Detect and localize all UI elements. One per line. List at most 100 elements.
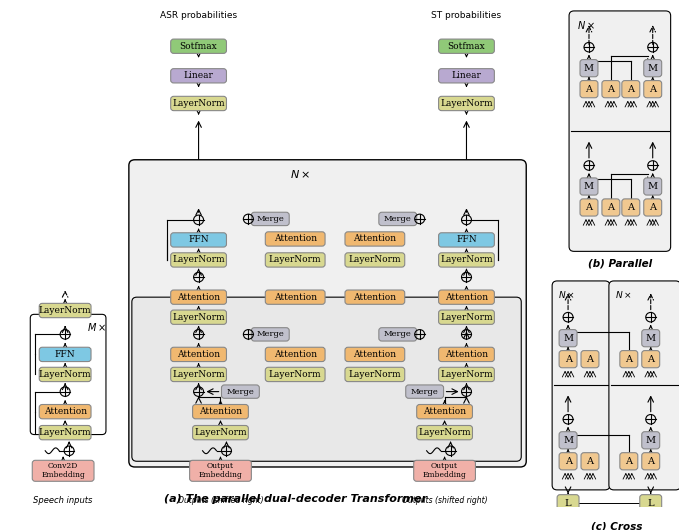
Text: Merge: Merge: [256, 215, 284, 223]
Text: Attention: Attention: [177, 293, 220, 302]
FancyBboxPatch shape: [265, 290, 325, 304]
Text: $N\times$: $N\times$: [615, 288, 632, 299]
FancyBboxPatch shape: [417, 426, 473, 440]
FancyBboxPatch shape: [39, 367, 91, 382]
Text: $N\times$: $N\times$: [577, 19, 595, 31]
FancyBboxPatch shape: [345, 367, 405, 382]
FancyBboxPatch shape: [132, 297, 522, 461]
FancyBboxPatch shape: [171, 39, 226, 54]
Text: LayerNorm: LayerNorm: [349, 255, 401, 264]
FancyBboxPatch shape: [642, 453, 660, 470]
Text: Attention: Attention: [423, 407, 466, 416]
FancyBboxPatch shape: [265, 232, 325, 246]
Text: Attention: Attention: [44, 407, 86, 416]
Text: Merge: Merge: [384, 330, 411, 338]
Text: Attention: Attention: [354, 293, 396, 302]
FancyBboxPatch shape: [171, 69, 226, 83]
FancyBboxPatch shape: [345, 290, 405, 304]
FancyBboxPatch shape: [602, 81, 620, 98]
FancyBboxPatch shape: [581, 453, 599, 470]
FancyBboxPatch shape: [345, 347, 405, 361]
Text: LayerNorm: LayerNorm: [269, 255, 322, 264]
Text: LayerNorm: LayerNorm: [349, 370, 401, 379]
FancyBboxPatch shape: [439, 39, 494, 54]
FancyBboxPatch shape: [345, 232, 405, 246]
FancyBboxPatch shape: [581, 350, 599, 368]
Text: ASR probabilities: ASR probabilities: [160, 11, 237, 20]
FancyBboxPatch shape: [439, 253, 494, 267]
FancyBboxPatch shape: [39, 404, 91, 419]
FancyBboxPatch shape: [439, 96, 494, 111]
FancyBboxPatch shape: [171, 290, 226, 304]
Text: Linear: Linear: [452, 72, 481, 81]
Text: Merge: Merge: [256, 330, 284, 338]
Text: $N\times$: $N\times$: [290, 169, 310, 180]
Text: Attention: Attention: [273, 234, 317, 243]
Text: (b) Parallel: (b) Parallel: [588, 259, 652, 269]
Text: LayerNorm: LayerNorm: [440, 99, 493, 108]
FancyBboxPatch shape: [559, 453, 577, 470]
Text: Outputs (shifted right): Outputs (shifted right): [177, 496, 263, 505]
FancyBboxPatch shape: [642, 432, 660, 449]
Text: A: A: [647, 355, 654, 364]
Text: A: A: [649, 85, 656, 94]
Text: LayerNorm: LayerNorm: [418, 428, 471, 437]
FancyBboxPatch shape: [602, 199, 620, 216]
FancyBboxPatch shape: [39, 347, 91, 361]
Text: Merge: Merge: [384, 215, 411, 223]
Text: M: M: [646, 334, 656, 343]
FancyBboxPatch shape: [413, 461, 475, 481]
Text: Sotfmax: Sotfmax: [447, 42, 486, 51]
FancyBboxPatch shape: [439, 310, 494, 324]
FancyBboxPatch shape: [644, 199, 662, 216]
FancyBboxPatch shape: [171, 347, 226, 361]
Text: Attention: Attention: [177, 350, 220, 359]
Text: $M\times$: $M\times$: [87, 321, 106, 333]
Text: LayerNorm: LayerNorm: [172, 255, 225, 264]
Text: A: A: [564, 355, 572, 364]
FancyBboxPatch shape: [265, 367, 325, 382]
FancyBboxPatch shape: [417, 404, 473, 419]
FancyBboxPatch shape: [192, 404, 248, 419]
Text: A: A: [626, 355, 632, 364]
Text: M: M: [584, 64, 594, 73]
Text: LayerNorm: LayerNorm: [172, 99, 225, 108]
FancyBboxPatch shape: [642, 330, 660, 347]
Text: A: A: [628, 203, 634, 212]
Text: FFN: FFN: [55, 350, 75, 359]
Text: A: A: [649, 203, 656, 212]
FancyBboxPatch shape: [580, 199, 598, 216]
Text: LayerNorm: LayerNorm: [39, 370, 91, 379]
Text: ST probabilities: ST probabilities: [431, 11, 502, 20]
FancyBboxPatch shape: [580, 178, 598, 195]
Text: M: M: [563, 436, 573, 445]
Text: Sotfmax: Sotfmax: [180, 42, 218, 51]
Text: Attention: Attention: [199, 407, 242, 416]
Text: LayerNorm: LayerNorm: [440, 370, 493, 379]
FancyBboxPatch shape: [439, 347, 494, 361]
Text: L: L: [565, 499, 571, 508]
Text: A: A: [585, 85, 592, 94]
Text: Attention: Attention: [273, 293, 317, 302]
FancyBboxPatch shape: [644, 178, 662, 195]
Text: M: M: [647, 182, 658, 191]
Text: Outputs (shifted right): Outputs (shifted right): [402, 496, 488, 505]
FancyBboxPatch shape: [644, 59, 662, 77]
FancyBboxPatch shape: [439, 69, 494, 83]
Text: A: A: [586, 457, 594, 466]
FancyBboxPatch shape: [642, 350, 660, 368]
Text: M: M: [647, 64, 658, 73]
FancyBboxPatch shape: [222, 385, 259, 398]
Text: FFN: FFN: [456, 235, 477, 244]
FancyBboxPatch shape: [439, 233, 494, 247]
FancyBboxPatch shape: [620, 350, 638, 368]
FancyBboxPatch shape: [171, 253, 226, 267]
Text: (a) The parallel dual-decoder Transformer: (a) The parallel dual-decoder Transforme…: [164, 494, 426, 504]
Text: A: A: [585, 203, 592, 212]
FancyBboxPatch shape: [552, 281, 610, 490]
FancyBboxPatch shape: [640, 494, 662, 512]
Text: A: A: [607, 203, 615, 212]
FancyBboxPatch shape: [171, 233, 226, 247]
FancyBboxPatch shape: [580, 59, 598, 77]
Text: LayerNorm: LayerNorm: [440, 313, 493, 322]
